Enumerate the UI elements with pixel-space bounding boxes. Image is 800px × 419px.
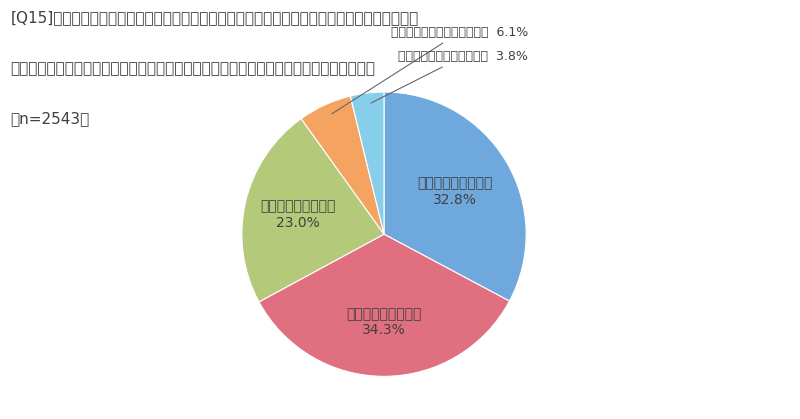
Text: のお知らせが、いつでも確認できるサービスがあったら、利用してみたいと思いますか？: のお知らせが、いつでも確認できるサービスがあったら、利用してみたいと思いますか？ [10,61,375,76]
Wedge shape [350,92,384,234]
Text: あまり利用したいと思わない  6.1%: あまり利用したいと思わない 6.1% [332,26,528,114]
Wedge shape [242,119,384,302]
Text: （n=2543）: （n=2543） [10,111,90,126]
Text: やや利用してみたい
34.3%: やや利用してみたい 34.3% [346,307,422,337]
Text: ぜひ利用してみたい
32.8%: ぜひ利用してみたい 32.8% [417,177,492,207]
Text: どちらともいえない
23.0%: どちらともいえない 23.0% [261,199,336,230]
Wedge shape [259,234,510,376]
Wedge shape [301,96,384,234]
Wedge shape [384,92,526,301]
Text: 全く利用したいと思わない  3.8%: 全く利用したいと思わない 3.8% [371,50,528,103]
Text: [Q15]大規模修繕工事が実施される際、パソコンやスマートフォンで工事内容や日程、住民向け: [Q15]大規模修繕工事が実施される際、パソコンやスマートフォンで工事内容や日程… [10,10,418,26]
